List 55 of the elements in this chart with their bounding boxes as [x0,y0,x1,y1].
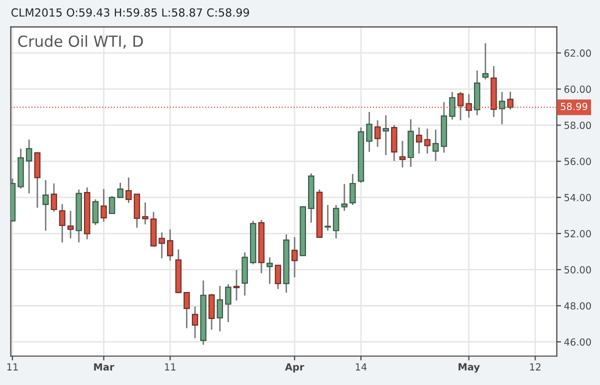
candlestick [192,306,198,339]
candlestick [108,195,116,215]
x-tick-label: 11 [165,363,176,370]
candlestick [324,204,331,232]
candlestick [424,128,430,154]
y-tick-label: 52.00 [564,230,591,238]
candlestick [59,203,66,244]
y-tick-label: 54.00 [564,194,591,202]
candlestick [216,285,224,332]
candlestick [332,204,340,240]
ref-line-label: 58.99 [560,102,588,110]
candlestick [266,256,273,285]
candlestick [291,236,298,278]
candlestick [142,202,148,226]
candlestick [50,182,58,212]
candlestick [382,114,389,156]
chart-title: Crude Oil WTI, D [18,35,143,49]
candlestick [26,138,32,194]
candlestick [100,188,107,222]
candlestick [208,293,215,330]
y-tick-label: 58.00 [564,122,591,130]
x-tick-label: 14 [356,363,367,370]
candlestick [42,179,49,232]
candlestick [92,198,99,226]
candlestick [341,183,348,212]
candlestick [184,292,190,329]
candlestick [449,91,456,120]
candlestick [117,182,124,198]
candlestick [225,284,232,323]
y-tick-label: 62.00 [564,49,591,57]
candlestick [233,269,240,302]
x-tick-label: 12 [530,363,540,370]
x-tick-label: May [458,363,480,372]
candlestick [366,111,372,153]
candlestick [374,120,381,148]
candlestick [158,232,165,259]
candlestick [350,173,356,206]
x-tick-label: 11 [7,363,18,370]
chart-subtitle: CLM2015 O:59.43 H:59.85 L:58.87 C:58.99 [11,8,250,17]
y-tick-label: 48.00 [564,302,591,310]
candlestick [432,129,439,162]
candlestick [399,140,406,168]
candlestick [166,228,174,262]
y-tick-label: 60.00 [564,86,591,93]
y-tick-label: 46.00 [564,338,591,346]
x-tick-label: Mar [94,363,114,371]
candlestick [498,91,506,125]
y-tick-label: 50.00 [564,266,591,274]
candlestick [126,176,132,204]
x-tick-label: Apr [284,363,304,372]
candlestick [416,126,422,154]
candlestick [274,264,282,290]
candlestick [482,42,489,80]
candlestick [67,210,74,240]
y-tick-label: 56.00 [564,158,591,166]
